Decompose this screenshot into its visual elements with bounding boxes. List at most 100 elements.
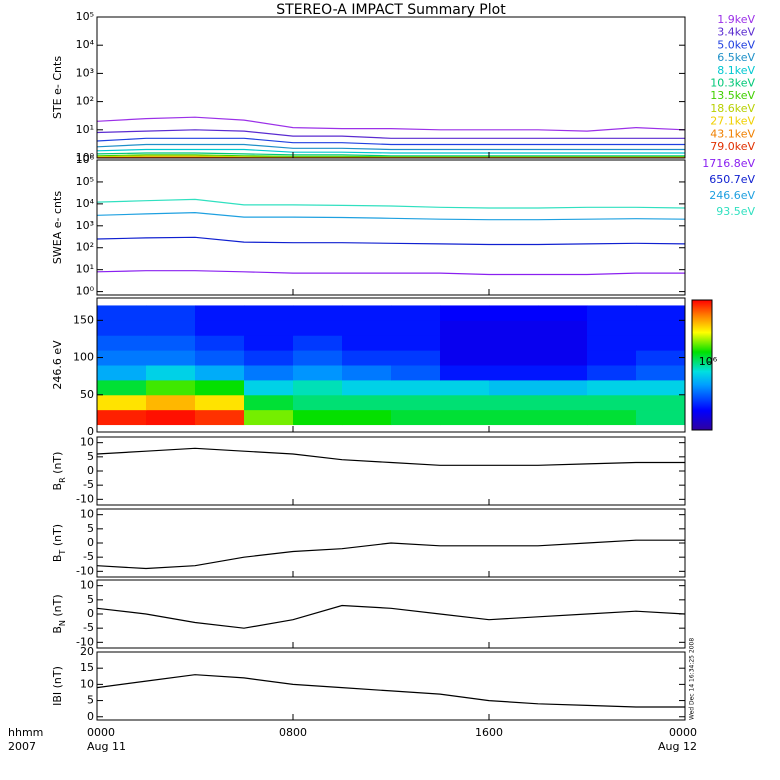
y-tick-label: 15 <box>80 661 94 674</box>
y-tick-label: 10³ <box>76 219 94 232</box>
plot-area <box>97 447 685 466</box>
y-axis-label: 246.6 eV <box>51 340 64 390</box>
legend-entry: 1.9keV <box>717 13 755 26</box>
heatmap-cell <box>587 335 637 351</box>
heatmap-cell <box>440 365 490 381</box>
heatmap-cell <box>391 320 441 336</box>
heatmap-cell <box>146 305 196 321</box>
x-tick-label: 0000 <box>669 726 697 739</box>
y-tick-label: 10³ <box>76 66 94 79</box>
plot-area <box>97 198 685 276</box>
panel: 1716.8eV 650.7eV 246.6eV 93.5eV 10⁰ 10¹ 10² 10³… <box>51 153 755 298</box>
y-axis-label-sub: N <box>58 620 67 626</box>
heatmap-cell <box>97 350 147 366</box>
y-axis-label-unit: (nT) <box>51 524 64 550</box>
series-line <box>97 674 685 708</box>
y-tick-label: 10 <box>80 579 94 592</box>
heatmap-cell <box>440 409 490 426</box>
y-axis-label-sub: R <box>58 477 67 483</box>
heatmap-cell <box>489 335 539 351</box>
legend-entry: 43.1keV <box>710 127 755 140</box>
heatmap-cell <box>587 409 637 426</box>
y-tick-label: 50 <box>80 388 94 401</box>
panel: 1.9keV3.4keV5.0keV6.5keV8.1keV10.3keV13.… <box>51 10 755 164</box>
y-tick-label: 10⁴ <box>76 197 95 210</box>
y-tick-label: 10 <box>80 677 94 690</box>
heatmap-cell <box>195 365 245 381</box>
heatmap-cell <box>538 379 588 396</box>
panel-frame <box>96 159 686 296</box>
y-tick-label: 10² <box>76 241 94 254</box>
y-tick-label: 10⁵ <box>76 10 94 23</box>
plot-area <box>97 604 685 629</box>
y-tick-label: 10⁶ <box>76 153 95 166</box>
heatmap-cell <box>293 394 343 411</box>
y-axis-label: BN (nT) <box>51 594 67 633</box>
y-tick-label: 0 <box>87 464 94 477</box>
heatmap-cell <box>244 350 294 366</box>
legend-entry: 93.5eV <box>716 205 755 218</box>
heatmap-cell <box>342 394 392 411</box>
heatmap-cell <box>195 409 245 426</box>
series-line <box>97 447 685 466</box>
heatmap-cell <box>293 365 343 381</box>
heatmap-cell <box>587 365 637 381</box>
y-tick-label: 10⁵ <box>76 175 94 188</box>
y-tick-label: 10 <box>80 436 94 449</box>
y-tick-label: 10 <box>80 508 94 521</box>
heatmap-cell <box>636 350 685 366</box>
y-tick-label: 10⁰ <box>76 151 95 164</box>
y-axis-label: STE e- Cnts <box>51 56 64 119</box>
series-line <box>97 236 685 246</box>
heatmap-cell <box>244 305 294 321</box>
heatmap-cell <box>538 320 588 336</box>
heatmap-cell <box>342 335 392 351</box>
heatmap-cell <box>636 365 685 381</box>
heatmap-cell <box>636 409 685 426</box>
y-axis-label: IBI (nT) <box>51 666 64 706</box>
heatmap-cell <box>342 350 392 366</box>
corner-label: 2007 <box>8 740 36 753</box>
legend-entry: 1716.8eV <box>702 157 755 170</box>
y-axis-label: BT (nT) <box>51 524 67 562</box>
heatmap-cell <box>440 394 490 411</box>
corner-label: hhmm <box>8 726 43 739</box>
heatmap-cell <box>97 305 147 321</box>
heatmap-cell <box>195 320 245 336</box>
y-axis-label-unit: (nT) <box>51 594 64 620</box>
heatmap-cell <box>146 365 196 381</box>
heatmap-cell <box>195 379 245 396</box>
heatmap-cell <box>97 335 147 351</box>
y-tick-label: 10⁰ <box>76 285 95 298</box>
heatmap-cell <box>489 305 539 321</box>
y-tick-label: 100 <box>73 351 94 364</box>
y-axis-label: BR (nT) <box>51 452 67 491</box>
heatmap-cell <box>587 350 637 366</box>
heatmap-cell <box>342 365 392 381</box>
colorbar <box>691 299 713 431</box>
heatmap-cell <box>440 335 490 351</box>
y-tick-label: 0 <box>87 425 94 438</box>
y-tick-label: 20 <box>80 645 94 658</box>
heatmap-cell <box>146 379 196 396</box>
y-tick-label: -5 <box>83 621 94 634</box>
legend-entry: 27.1keV <box>710 115 755 128</box>
series-line <box>97 539 685 570</box>
panel-frame <box>96 651 686 721</box>
heatmap-cell <box>195 305 245 321</box>
heatmap-cell <box>97 365 147 381</box>
heatmap-cell <box>538 350 588 366</box>
heatmap-cell <box>293 305 343 321</box>
heatmap-cell <box>489 409 539 426</box>
heatmap-cell <box>195 335 245 351</box>
x-tick-label: 0000 <box>87 726 115 739</box>
heatmap-cell <box>244 335 294 351</box>
heatmap-cell <box>391 379 441 396</box>
x-date-label: Aug 12 <box>658 740 697 753</box>
heatmap-cell <box>440 320 490 336</box>
y-tick-label: 5 <box>87 450 94 463</box>
plot-area <box>97 305 685 426</box>
